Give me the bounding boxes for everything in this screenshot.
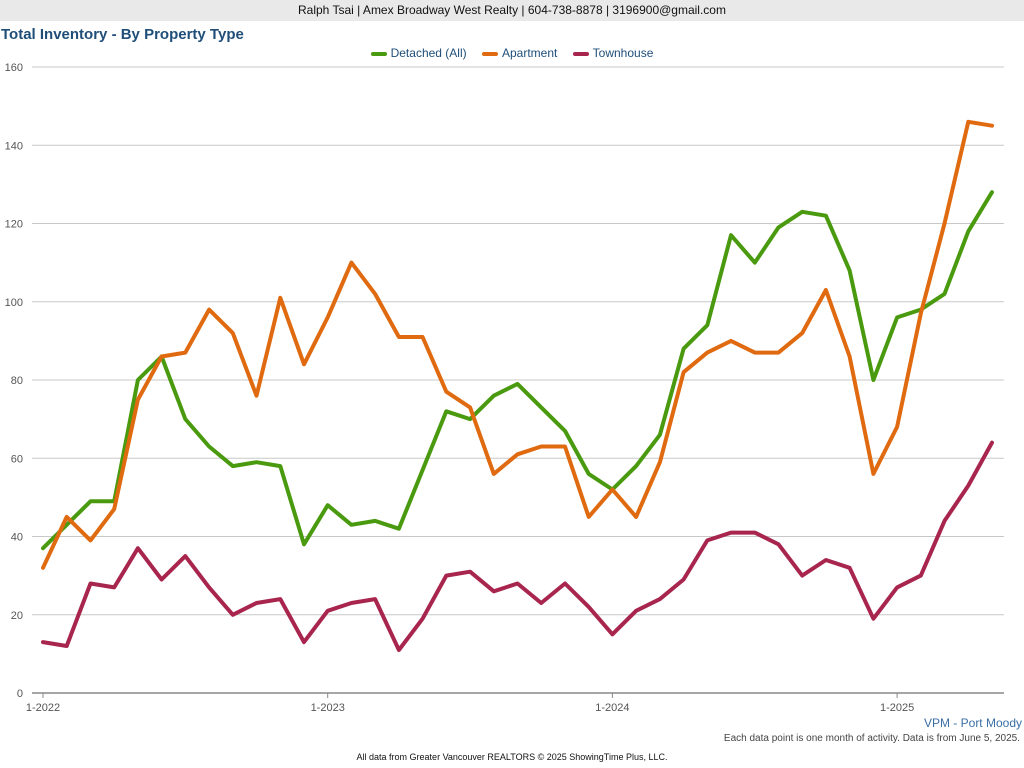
series-line-apartment bbox=[41, 119, 994, 570]
y-tick-label: 60 bbox=[11, 453, 23, 465]
x-tick-label: 1-2022 bbox=[26, 702, 60, 714]
x-tick-label: 1-2023 bbox=[311, 702, 345, 714]
y-tick-label: 100 bbox=[5, 297, 23, 309]
y-tick-label: 140 bbox=[5, 140, 23, 152]
x-tick-label: 1-2025 bbox=[880, 702, 914, 714]
y-tick-label: 0 bbox=[17, 688, 23, 700]
region-label: VPM - Port Moody bbox=[923, 716, 1022, 730]
series-line-townhouse bbox=[41, 440, 994, 652]
legend-label-apartment: Apartment bbox=[501, 46, 558, 60]
legend-swatch-detached bbox=[370, 51, 387, 56]
contact-bar: Ralph Tsai | Amex Broadway West Realty |… bbox=[0, 0, 1024, 21]
data-note: Each data point is one month of activity… bbox=[723, 733, 1020, 744]
legend-item-townhouse[interactable]: Townhouse bbox=[572, 46, 654, 60]
chart-title: Total Inventory - By Property Type bbox=[1, 26, 244, 43]
contact-text: Ralph Tsai | Amex Broadway West Realty |… bbox=[298, 3, 726, 17]
y-tick-label: 40 bbox=[11, 532, 23, 544]
legend-swatch-apartment bbox=[481, 51, 498, 56]
data-source-footer: All data from Greater Vancouver REALTORS… bbox=[356, 752, 668, 762]
legend-item-apartment[interactable]: Apartment bbox=[481, 46, 558, 60]
chart-legend: Detached (All) Apartment Townhouse bbox=[0, 46, 1024, 60]
y-tick-label: 120 bbox=[5, 219, 23, 231]
x-tick-label: 1-2024 bbox=[595, 702, 629, 714]
legend-item-detached[interactable]: Detached (All) bbox=[370, 46, 467, 60]
y-tick-label: 20 bbox=[11, 610, 23, 622]
legend-swatch-townhouse bbox=[572, 51, 589, 56]
legend-label-detached: Detached (All) bbox=[390, 46, 467, 60]
y-tick-label: 160 bbox=[5, 62, 23, 74]
series-line-detached bbox=[41, 190, 994, 551]
legend-label-townhouse: Townhouse bbox=[592, 46, 654, 60]
y-tick-label: 80 bbox=[11, 375, 23, 387]
